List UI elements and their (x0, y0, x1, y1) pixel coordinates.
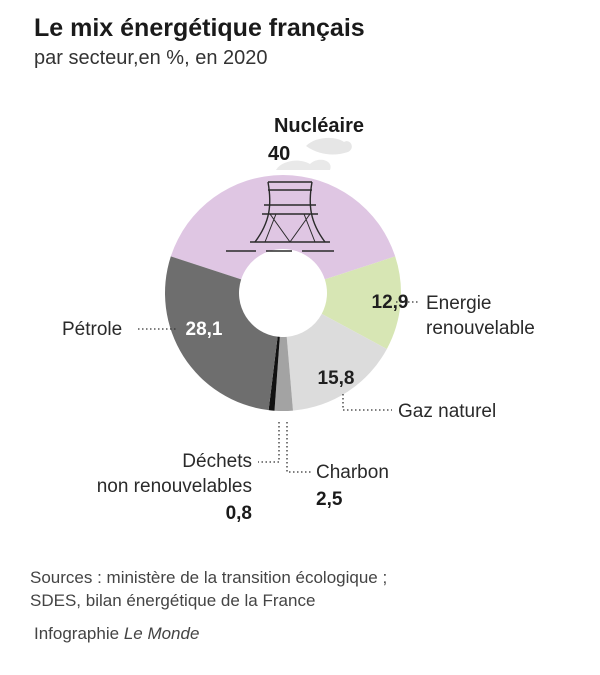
label-dechets-line2: non renouvelables (97, 476, 252, 497)
slice-gaz-naturel (286, 313, 387, 411)
value-label-dechets: 0,8 (226, 503, 252, 524)
label-charbon: Charbon (316, 462, 389, 483)
donut-chart: 12,9 15,8 28,1 Nucléaire 40 Energie reno… (62, 115, 535, 524)
value-label-charbon: 2,5 (316, 489, 343, 510)
label-renouvelable-line2: renouvelable (426, 318, 535, 339)
chart-subtitle: par secteur,en %, en 2020 (34, 47, 268, 69)
label-renouvelable-line1: Energie (426, 293, 492, 314)
value-label-nucleaire: 40 (268, 143, 290, 165)
cooling-tower-icon (226, 137, 352, 252)
donut-slices (164, 175, 401, 411)
value-label-petrole: 28,1 (186, 319, 223, 340)
slice-nucl-aire (170, 175, 396, 280)
value-label-renouvelable: 12,9 (372, 292, 409, 313)
slice-p-trole (164, 256, 278, 411)
chart-title: Le mix énergétique français (34, 14, 365, 42)
credit-brand: Le Monde (123, 624, 200, 643)
credit-prefix: Infographie (34, 624, 120, 643)
slice-charbon (274, 336, 293, 411)
source-line-2: SDES, bilan énergétique de la France (30, 591, 316, 610)
value-label-gaz: 15,8 (318, 368, 355, 389)
source-line-1: Sources : ministère de la transition éco… (30, 568, 388, 587)
label-petrole: Pétrole (62, 319, 122, 340)
credit: Infographie Le Monde (34, 624, 199, 644)
source-note: Sources : ministère de la transition éco… (30, 566, 387, 612)
label-dechets-line1: Déchets (182, 451, 252, 472)
slice-d-chets-non-renouvelables (268, 336, 280, 411)
label-nucleaire: Nucléaire (274, 115, 364, 137)
slice-energie-renouvelable (321, 256, 401, 349)
leader-lines (138, 301, 420, 473)
label-gaz: Gaz naturel (398, 401, 496, 422)
